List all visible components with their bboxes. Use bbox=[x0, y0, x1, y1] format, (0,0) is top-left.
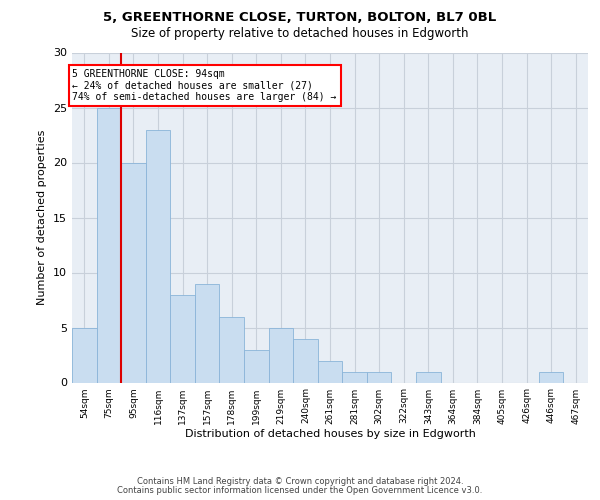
Bar bbox=[97, 108, 121, 382]
Bar bbox=[293, 338, 318, 382]
Text: Contains public sector information licensed under the Open Government Licence v3: Contains public sector information licen… bbox=[118, 486, 482, 495]
Bar bbox=[539, 372, 563, 382]
Bar bbox=[72, 328, 97, 382]
Text: Size of property relative to detached houses in Edgworth: Size of property relative to detached ho… bbox=[131, 28, 469, 40]
Text: Contains HM Land Registry data © Crown copyright and database right 2024.: Contains HM Land Registry data © Crown c… bbox=[137, 477, 463, 486]
Text: 5, GREENTHORNE CLOSE, TURTON, BOLTON, BL7 0BL: 5, GREENTHORNE CLOSE, TURTON, BOLTON, BL… bbox=[103, 11, 497, 24]
Bar bbox=[220, 316, 244, 382]
Bar bbox=[195, 284, 220, 382]
Bar bbox=[416, 372, 440, 382]
Bar bbox=[146, 130, 170, 382]
Text: 5 GREENTHORNE CLOSE: 94sqm
← 24% of detached houses are smaller (27)
74% of semi: 5 GREENTHORNE CLOSE: 94sqm ← 24% of deta… bbox=[73, 69, 337, 102]
Bar bbox=[121, 162, 146, 382]
Bar bbox=[170, 294, 195, 382]
Y-axis label: Number of detached properties: Number of detached properties bbox=[37, 130, 47, 305]
Bar bbox=[269, 328, 293, 382]
Bar bbox=[318, 360, 342, 382]
Bar bbox=[342, 372, 367, 382]
Bar bbox=[244, 350, 269, 382]
Bar bbox=[367, 372, 391, 382]
X-axis label: Distribution of detached houses by size in Edgworth: Distribution of detached houses by size … bbox=[185, 430, 475, 440]
